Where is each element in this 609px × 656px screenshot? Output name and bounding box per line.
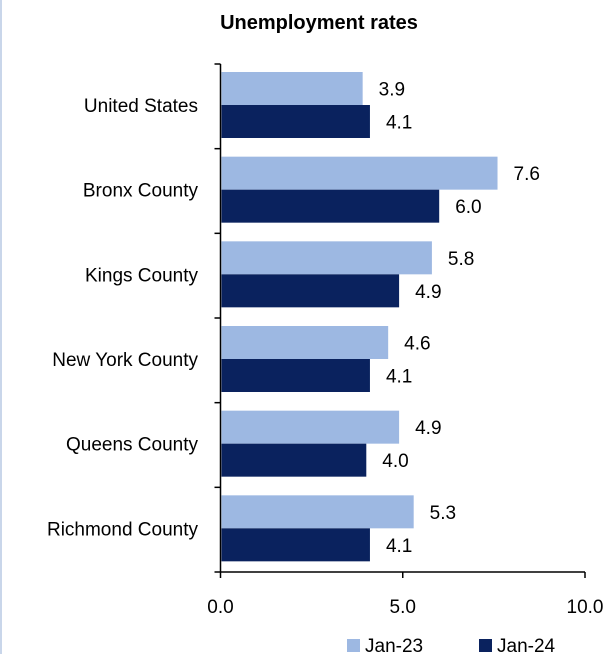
legend-label-jan-23: Jan-23 [365, 636, 423, 654]
value-label: 4.1 [386, 113, 412, 134]
value-label: 3.9 [379, 80, 405, 101]
value-label: 4.6 [404, 334, 430, 355]
value-label: 4.9 [415, 418, 441, 439]
bar-jan-24-richmond-county [221, 528, 370, 562]
category-label: Queens County [66, 435, 199, 456]
value-label: 5.8 [448, 249, 474, 270]
category-label: Kings County [85, 265, 199, 286]
legend: Jan-23 Jan-24 [347, 636, 556, 654]
value-label: 4.0 [382, 451, 408, 472]
value-label: 4.9 [415, 282, 441, 303]
bar-jan-23-bronx-county [221, 156, 498, 190]
category-label: Richmond County [47, 519, 199, 540]
value-label: 6.0 [455, 197, 481, 218]
chart-title: Unemployment rates [220, 12, 418, 34]
x-tick-label: 10.0 [567, 597, 604, 618]
x-tick-label: 5.0 [390, 597, 416, 618]
value-label: 7.6 [514, 164, 540, 185]
category-label: New York County [52, 350, 198, 371]
bar-jan-23-richmond-county [221, 495, 414, 529]
bar-jan-24-new-york-county [221, 359, 370, 392]
labels-layer: 3.9 4.1 United States 7.6 6.0 Bronx County 5.8… [47, 80, 540, 557]
legend-label-jan-24: Jan-24 [497, 636, 556, 654]
category-label: United States [84, 96, 198, 117]
bar-jan-24-united-states [221, 105, 370, 138]
bar-jan-24-queens-county [221, 443, 367, 477]
legend-swatch-jan-24 [479, 639, 492, 652]
value-label: 4.1 [386, 367, 412, 388]
x-tick-label: 0.0 [207, 597, 233, 618]
axis-layer: 0.0 5.0 10.0 [207, 63, 604, 618]
value-label: 4.1 [386, 536, 412, 557]
value-label: 5.3 [430, 503, 456, 524]
legend-swatch-jan-23 [347, 639, 360, 652]
bar-jan-24-bronx-county [221, 189, 440, 223]
bar-jan-23-queens-county [221, 410, 400, 444]
bar-jan-24-kings-county [221, 274, 400, 308]
category-label: Bronx County [83, 181, 199, 202]
bar-jan-23-united-states [221, 72, 363, 105]
bar-jan-23-new-york-county [221, 326, 389, 359]
bar-jan-23-kings-county [221, 241, 432, 275]
bars-layer [221, 72, 498, 562]
